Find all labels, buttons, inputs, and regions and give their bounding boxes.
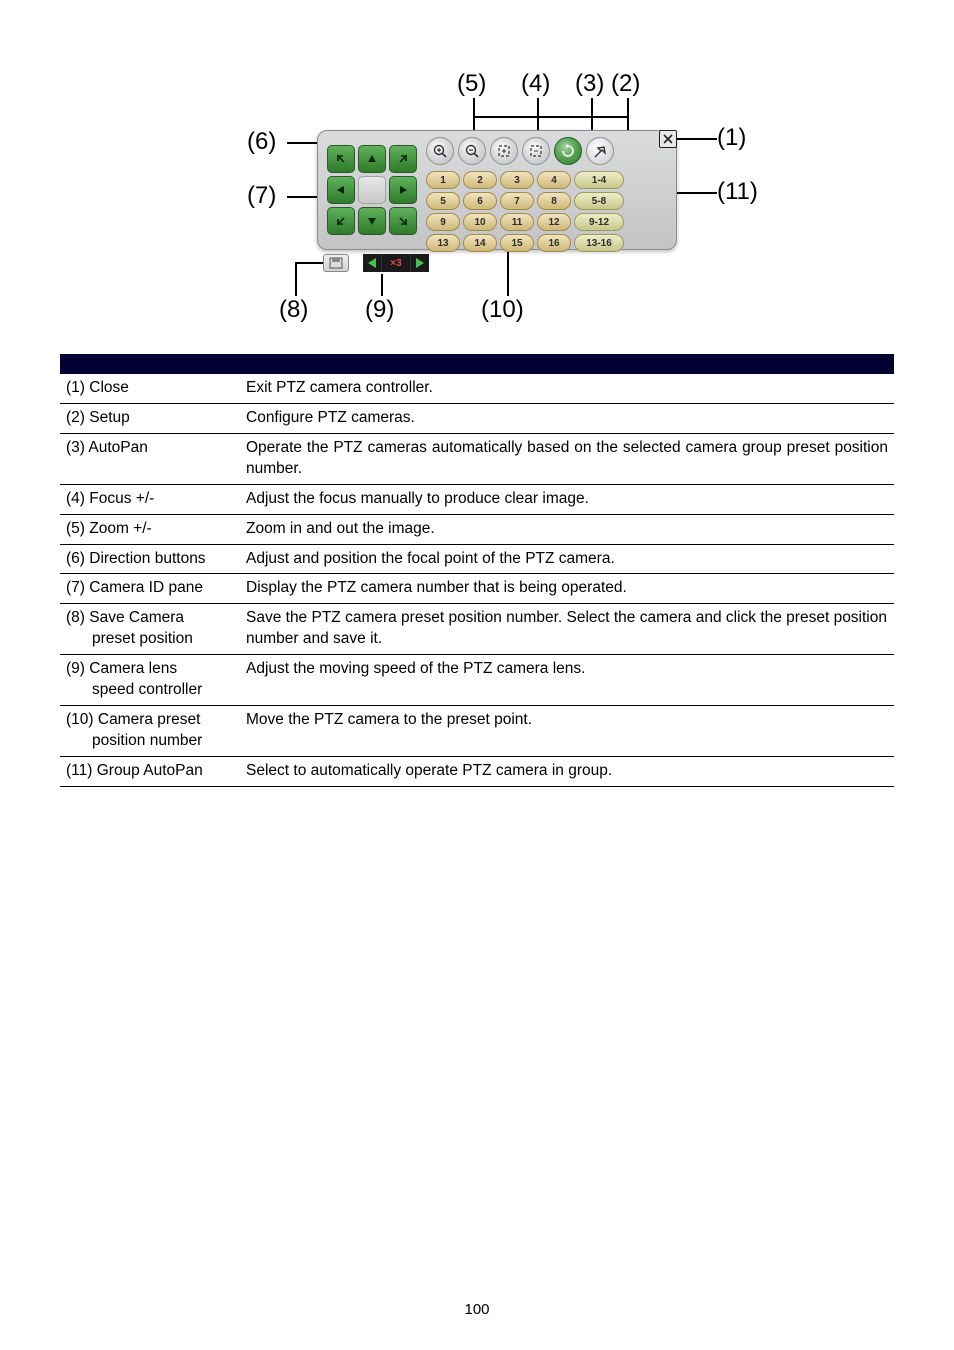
preset-2[interactable]: 2 (463, 171, 497, 189)
save-preset-icon[interactable] (323, 254, 349, 272)
table-row: (6) Direction buttonsAdjust and position… (60, 544, 894, 574)
row-name: (9) Camera lensspeed controller (60, 655, 240, 706)
callout-9: (9) (365, 296, 394, 324)
focus-in-icon[interactable] (490, 137, 518, 165)
dir-down[interactable] (358, 207, 386, 235)
row-desc: Select to automatically operate PTZ came… (240, 756, 894, 786)
callout-10: (10) (481, 296, 524, 324)
preset-3[interactable]: 3 (500, 171, 534, 189)
callout-11: (11) (717, 178, 758, 206)
row-name: (2) Setup (60, 403, 240, 433)
dir-down-right[interactable] (389, 207, 417, 235)
row-desc: Configure PTZ cameras. (240, 403, 894, 433)
preset-9[interactable]: 9 (426, 213, 460, 231)
speed-up[interactable] (411, 254, 429, 272)
page-number: 100 (0, 1301, 954, 1318)
row-name: (1) Close (60, 374, 240, 403)
row-name: (10) Camera presetposition number (60, 706, 240, 757)
row-desc: Adjust the moving speed of the PTZ camer… (240, 655, 894, 706)
ptz-panel: 1 2 3 4 1-4 5 6 7 8 5-8 9 10 11 12 (317, 130, 677, 250)
row-desc: Exit PTZ camera controller. (240, 374, 894, 403)
row-name: (4) Focus +/- (60, 484, 240, 514)
preset-1[interactable]: 1 (426, 171, 460, 189)
speed-down[interactable] (363, 254, 381, 272)
row-desc: Zoom in and out the image. (240, 514, 894, 544)
table-header-bar (60, 354, 894, 374)
function-table: (1) CloseExit PTZ camera controller. (2)… (60, 374, 894, 787)
row-desc: Operate the PTZ cameras automatically ba… (240, 433, 894, 484)
dir-right[interactable] (389, 176, 417, 204)
row-name: (8) Save Camerapreset position (60, 604, 240, 655)
preset-6[interactable]: 6 (463, 192, 497, 210)
preset-4[interactable]: 4 (537, 171, 571, 189)
preset-11[interactable]: 11 (500, 213, 534, 231)
table-row: (1) CloseExit PTZ camera controller. (60, 374, 894, 403)
row-name: (3) AutoPan (60, 433, 240, 484)
setup-icon[interactable] (586, 137, 614, 165)
callout-7: (7) (247, 182, 276, 210)
table-row: (10) Camera presetposition numberMove th… (60, 706, 894, 757)
table-row: (9) Camera lensspeed controllerAdjust th… (60, 655, 894, 706)
preset-14[interactable]: 14 (463, 234, 497, 252)
callout-1: (1) (717, 124, 746, 152)
speed-value: ×3 (381, 254, 411, 272)
preset-13[interactable]: 13 (426, 234, 460, 252)
table-row: (11) Group AutoPanSelect to automaticall… (60, 756, 894, 786)
table-row: (8) Save Camerapreset positionSave the P… (60, 604, 894, 655)
close-icon[interactable] (659, 130, 677, 148)
group-13-16[interactable]: 13-16 (574, 234, 624, 252)
group-1-4[interactable]: 1-4 (574, 171, 624, 189)
table-row: (5) Zoom +/-Zoom in and out the image. (60, 514, 894, 544)
table-row: (3) AutoPanOperate the PTZ cameras autom… (60, 433, 894, 484)
callout-3: (3) (575, 70, 604, 98)
preset-grid: 1 2 3 4 1-4 5 6 7 8 5-8 9 10 11 12 (426, 171, 670, 252)
row-desc: Adjust the focus manually to produce cle… (240, 484, 894, 514)
dir-up[interactable] (358, 145, 386, 173)
table-row: (2) SetupConfigure PTZ cameras. (60, 403, 894, 433)
dir-up-right[interactable] (389, 145, 417, 173)
callout-4: (4) (521, 70, 550, 98)
preset-8[interactable]: 8 (537, 192, 571, 210)
autopan-icon[interactable] (554, 137, 582, 165)
zoom-out-icon[interactable] (458, 137, 486, 165)
table-row: (4) Focus +/-Adjust the focus manually t… (60, 484, 894, 514)
callout-2: (2) (611, 70, 640, 98)
preset-16[interactable]: 16 (537, 234, 571, 252)
row-desc: Adjust and position the focal point of t… (240, 544, 894, 574)
ptz-controller-diagram: (5) (4) (3) (2) (6) (1) (7) (11) (8) (197, 70, 757, 330)
group-5-8[interactable]: 5-8 (574, 192, 624, 210)
preset-10[interactable]: 10 (463, 213, 497, 231)
row-name: (7) Camera ID pane (60, 574, 240, 604)
row-name: (11) Group AutoPan (60, 756, 240, 786)
row-name: (5) Zoom +/- (60, 514, 240, 544)
direction-pad (327, 145, 417, 235)
callout-6: (6) (247, 128, 276, 156)
dir-left[interactable] (327, 176, 355, 204)
group-9-12[interactable]: 9-12 (574, 213, 624, 231)
table-row: (7) Camera ID paneDisplay the PTZ camera… (60, 574, 894, 604)
callout-8: (8) (279, 296, 308, 324)
zoom-in-icon[interactable] (426, 137, 454, 165)
row-desc: Move the PTZ camera to the preset point. (240, 706, 894, 757)
row-desc: Save the PTZ camera preset position numb… (240, 604, 894, 655)
focus-out-icon[interactable] (522, 137, 550, 165)
dir-up-left[interactable] (327, 145, 355, 173)
camera-id-pane[interactable] (358, 176, 386, 204)
dir-down-left[interactable] (327, 207, 355, 235)
preset-12[interactable]: 12 (537, 213, 571, 231)
callout-5: (5) (457, 70, 486, 98)
row-desc: Display the PTZ camera number that is be… (240, 574, 894, 604)
preset-5[interactable]: 5 (426, 192, 460, 210)
preset-7[interactable]: 7 (500, 192, 534, 210)
row-name: (6) Direction buttons (60, 544, 240, 574)
speed-controller: ×3 (363, 254, 429, 272)
preset-15[interactable]: 15 (500, 234, 534, 252)
